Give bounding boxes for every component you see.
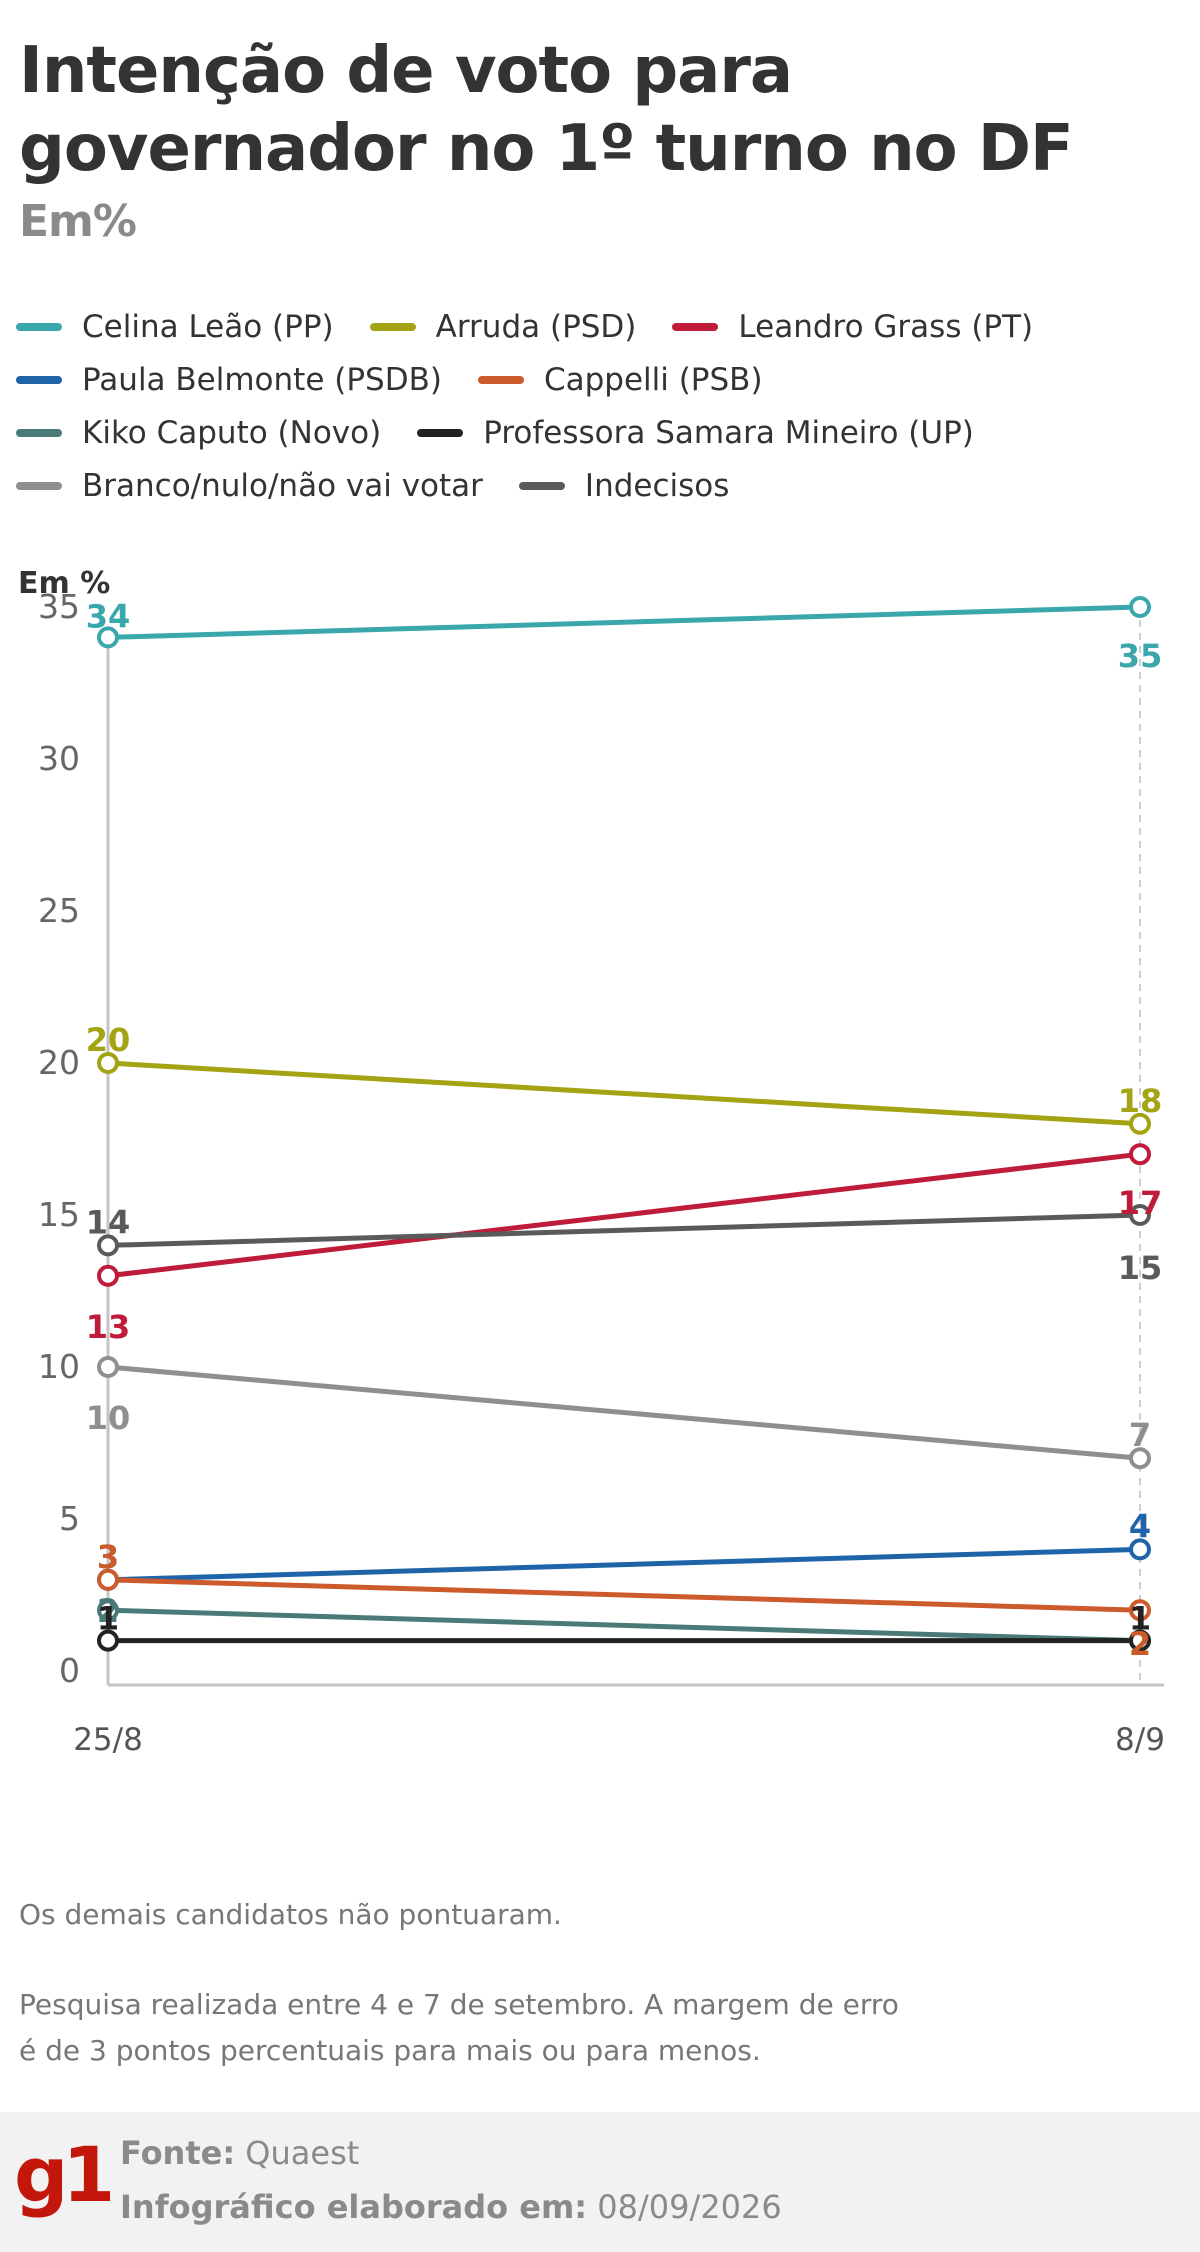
y-tick-label: 20 (38, 1043, 80, 1082)
legend-swatch (16, 375, 62, 384)
legend-swatch (518, 481, 565, 490)
chart-title: Intenção de voto para governador no 1º t… (19, 34, 1074, 186)
data-point (1129, 1629, 1151, 1652)
series-line (105, 1060, 1143, 1127)
chart-subtitle: Em% (19, 196, 137, 247)
y-tick-label: 35 (38, 587, 80, 626)
data-point (97, 1599, 119, 1622)
data-label: 20 (86, 1021, 131, 1059)
data-point (97, 1568, 119, 1591)
data-point (1129, 1447, 1151, 1470)
legend-label: Celina Leão (PP) (82, 308, 334, 345)
legend-label: Indecisos (584, 467, 730, 504)
legend-row: Kiko Caputo (Novo) Professora Samara Min… (16, 406, 1186, 459)
data-label: 1 (97, 1600, 119, 1638)
note-other-candidates: Os demais candidatos não pontuaram. (19, 1898, 562, 1931)
data-label: 14 (86, 1203, 131, 1241)
data-point (97, 1629, 119, 1652)
data-point (97, 1052, 119, 1074)
made-line: Infográfico elaborado em: 08/09/2026 (120, 2188, 782, 2226)
legend: Celina Leão (PP) Arruda (PSD) Leandro Gr… (16, 300, 1186, 512)
legend-swatch (16, 428, 62, 437)
data-label: 3 (97, 1538, 119, 1576)
data-label: 35 (1118, 637, 1163, 675)
data-label: 34 (86, 597, 131, 635)
legend-item-leandro: Leandro Grass (PT) (672, 309, 1033, 345)
series-line (105, 1577, 1143, 1613)
legend-item-paula: Paula Belmonte (PSDB) (16, 362, 442, 398)
legend-item-branco: Branco/nulo/não vai votar (16, 468, 483, 504)
legend-item-samara: Professora Samara Mineiro (UP) (417, 415, 974, 451)
legend-item-cappelli: Cappelli (PSB) (477, 361, 763, 398)
legend-item-indecisos: Indecisos (518, 467, 730, 504)
x-tick-label: 8/9 (1115, 1722, 1165, 1758)
legend-label: Professora Samara Mineiro (UP) (483, 414, 974, 451)
data-point (97, 1356, 119, 1378)
footer: g1 Fonte: Quaest Infográfico elaborado e… (0, 2112, 1200, 2252)
legend-item-arruda: Arruda (PSD) (369, 308, 637, 345)
legend-label: Arruda (PSD) (435, 308, 637, 345)
legend-swatch (672, 322, 719, 331)
data-point (1129, 1143, 1151, 1166)
series-line (105, 1212, 1143, 1248)
legend-swatch (16, 481, 62, 490)
series-line (105, 604, 1143, 640)
data-label: 10 (86, 1399, 131, 1437)
y-tick-label: 0 (59, 1651, 80, 1690)
y-tick-label: 30 (38, 739, 80, 778)
data-point (1129, 1599, 1151, 1622)
data-label: 3 (97, 1538, 119, 1576)
legend-row: Paula Belmonte (PSDB) Cappelli (PSB) (16, 353, 1186, 406)
data-label: 4 (1129, 1507, 1151, 1545)
source-value: Quaest (245, 2134, 360, 2172)
data-label: 7 (1129, 1416, 1151, 1454)
legend-row: Branco/nulo/não vai votar Indecisos (16, 459, 1186, 512)
legend-swatch (16, 322, 62, 331)
data-point (1129, 1112, 1151, 1135)
made-value: 08/09/2026 (597, 2188, 782, 2226)
series-line (105, 1607, 1143, 1644)
data-label: 1 (1129, 1600, 1151, 1638)
legend-label: Paula Belmonte (PSDB) (82, 361, 442, 398)
data-label: 13 (86, 1308, 131, 1346)
y-tick-label: 25 (38, 891, 80, 930)
made-label: Infográfico elaborado em: (120, 2188, 588, 2226)
y-axis-title: Em % (18, 566, 110, 601)
source-label: Fonte: (120, 2134, 236, 2172)
y-tick-label: 15 (38, 1195, 80, 1234)
data-point (1129, 1538, 1151, 1561)
legend-label: Branco/nulo/não vai votar (82, 467, 483, 504)
y-tick-label: 5 (59, 1499, 80, 1538)
series-line (105, 1151, 1143, 1279)
source-line: Fonte: Quaest (120, 2134, 359, 2172)
data-label: 18 (1118, 1082, 1163, 1120)
legend-item-kiko: Kiko Caputo (Novo) (16, 415, 381, 451)
legend-swatch (369, 322, 416, 331)
legend-item-celina: Celina Leão (PP) (16, 309, 334, 345)
data-point (1129, 1204, 1151, 1226)
y-tick-label: 10 (38, 1347, 80, 1386)
data-point (97, 1264, 119, 1287)
data-label: 2 (1129, 1625, 1151, 1663)
data-point (1129, 596, 1151, 618)
note-methodology: Pesquisa realizada entre 4 e 7 de setemb… (19, 1988, 899, 2067)
series-line (105, 1364, 1143, 1461)
legend-row: Celina Leão (PP) Arruda (PSD) Leandro Gr… (16, 300, 1186, 353)
legend-label: Cappelli (PSB) (543, 361, 763, 398)
series-line (105, 1546, 1143, 1583)
data-label: 2 (97, 1592, 119, 1630)
g1-logo: g1 (14, 2130, 115, 2219)
data-label: 15 (1118, 1249, 1163, 1287)
data-point (97, 626, 119, 649)
data-label: 17 (1118, 1184, 1163, 1222)
legend-label: Leandro Grass (PT) (738, 308, 1034, 345)
legend-swatch (477, 375, 524, 384)
legend-swatch (417, 428, 464, 437)
x-tick-label: 25/8 (73, 1722, 143, 1758)
legend-label: Kiko Caputo (Novo) (82, 414, 382, 451)
data-point (97, 1234, 119, 1257)
